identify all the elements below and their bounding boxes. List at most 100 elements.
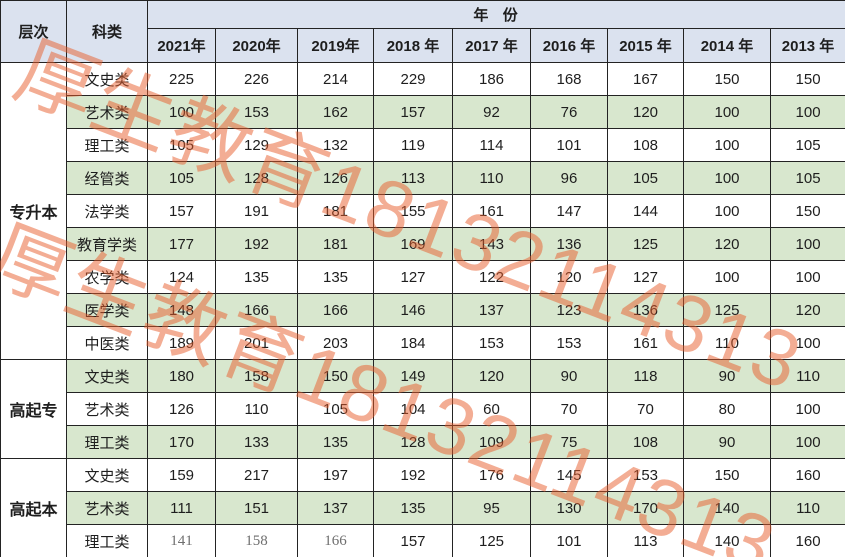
- category-cell: 艺术类: [66, 392, 148, 426]
- score-cell: 125: [683, 293, 771, 327]
- score-cell: 137: [297, 491, 374, 525]
- score-cell: 157: [373, 95, 453, 129]
- level-cell: 高起专: [0, 359, 67, 459]
- score-cell: 135: [297, 425, 374, 459]
- score-cell: 135: [215, 260, 298, 294]
- score-cell: 141: [147, 524, 216, 557]
- score-cell: 114: [452, 128, 531, 162]
- score-cell: 186: [452, 62, 531, 96]
- year-column-header: 2017 年: [452, 28, 531, 63]
- score-cell: 158: [215, 524, 298, 557]
- header-row-top: 层次 科类 年 份: [0, 0, 845, 63]
- score-cell: 100: [683, 95, 771, 129]
- score-cell: 149: [373, 359, 453, 393]
- category-cell: 文史类: [66, 458, 148, 492]
- score-cell: 105: [297, 392, 374, 426]
- score-cell: 148: [147, 293, 216, 327]
- score-cell: 225: [147, 62, 216, 96]
- score-cell: 153: [607, 458, 684, 492]
- score-cell: 96: [530, 161, 608, 195]
- score-cell: 159: [147, 458, 216, 492]
- score-cell: 90: [683, 359, 771, 393]
- score-cell: 90: [530, 359, 608, 393]
- score-cell: 126: [147, 392, 216, 426]
- score-cell: 120: [683, 227, 771, 261]
- score-cell: 184: [373, 326, 453, 360]
- score-cell: 146: [373, 293, 453, 327]
- year-group-header: 年 份: [146, 0, 845, 29]
- table-row: 高起本 文史类 159 217 197 192 176 145 153 150 160: [0, 458, 845, 557]
- year-column-header: 2013 年: [769, 28, 845, 63]
- table-row: 农学类 124 135 135 127 122 120 127 100 100: [1, 260, 845, 294]
- table-row: 艺术类 126 110 105 104 60 70 70 80 100: [1, 392, 845, 426]
- score-cell: 181: [297, 194, 374, 228]
- score-cell: 100: [769, 260, 845, 294]
- score-cell: 150: [769, 62, 845, 96]
- score-cell: 129: [215, 128, 298, 162]
- score-cell: 151: [215, 491, 298, 525]
- score-cell: 170: [607, 491, 684, 525]
- score-cell: 197: [297, 458, 374, 492]
- score-cell: 128: [373, 425, 453, 459]
- table-row: 医学类 148 166 166 146 137 123 136 125 120: [1, 293, 845, 327]
- score-cell: 105: [769, 128, 845, 162]
- score-cell: 214: [297, 62, 374, 96]
- score-cell: 100: [769, 425, 845, 459]
- score-cell: 70: [607, 392, 684, 426]
- score-cell: 110: [215, 392, 298, 426]
- score-cell: 192: [373, 458, 453, 492]
- score-cell: 111: [147, 491, 216, 525]
- score-cell: 189: [147, 326, 216, 360]
- score-cell: 191: [215, 194, 298, 228]
- category-cell: 法学类: [66, 194, 148, 228]
- year-column-header: 2021年: [147, 28, 216, 63]
- score-cell: 105: [769, 161, 845, 195]
- score-cell: 108: [607, 425, 684, 459]
- score-cell: 95: [452, 491, 531, 525]
- score-cell: 100: [769, 95, 845, 129]
- table-row: 理工类 105 129 132 119 114 101 108 100 105: [1, 128, 845, 162]
- table-row: 经管类 105 128 126 113 110 96 105 100 105: [1, 161, 845, 195]
- score-cell: 136: [530, 227, 608, 261]
- score-cell: 127: [373, 260, 453, 294]
- score-cell: 100: [769, 326, 845, 360]
- score-cell: 166: [297, 293, 374, 327]
- score-cell: 167: [607, 62, 684, 96]
- score-cell: 101: [530, 524, 608, 557]
- score-cell: 150: [683, 458, 771, 492]
- score-cell: 143: [452, 227, 531, 261]
- score-cell: 125: [607, 227, 684, 261]
- table-row: 中医类 189 201 203 184 153 153 161 110 100: [1, 326, 845, 360]
- score-cell: 145: [530, 458, 608, 492]
- score-cell: 150: [683, 62, 771, 96]
- score-cell: 123: [530, 293, 608, 327]
- category-cell: 文史类: [66, 62, 148, 96]
- score-cell: 229: [373, 62, 453, 96]
- score-cell: 150: [297, 359, 374, 393]
- score-cell: 140: [683, 491, 771, 525]
- score-cell: 155: [373, 194, 453, 228]
- year-column-header: 2014 年: [683, 28, 771, 63]
- score-cell: 113: [373, 161, 453, 195]
- table-row: 理工类 170 133 135 128 109 75 108 90 100: [1, 425, 845, 459]
- score-cell: 109: [452, 425, 531, 459]
- score-cell: 192: [215, 227, 298, 261]
- category-cell: 经管类: [66, 161, 148, 195]
- score-cell: 119: [373, 128, 453, 162]
- score-cell: 113: [607, 524, 684, 557]
- score-cell: 126: [297, 161, 374, 195]
- score-cell: 135: [297, 260, 374, 294]
- table-body: 专升本 文史类 225 226 214 229 186 168 167 150 150 艺术类 100 1…: [0, 62, 845, 557]
- score-cell: 130: [530, 491, 608, 525]
- year-column-header: 2016 年: [530, 28, 608, 63]
- score-cell: 70: [530, 392, 608, 426]
- score-cell: 161: [607, 326, 684, 360]
- score-cell: 162: [297, 95, 374, 129]
- table-row: 专升本 文史类 225 226 214 229 186 168 167 150 150: [0, 62, 845, 360]
- score-cell: 160: [769, 458, 845, 492]
- score-cell: 100: [683, 194, 771, 228]
- category-cell: 医学类: [66, 293, 148, 327]
- score-cell: 75: [530, 425, 608, 459]
- table-row: 法学类 157 191 181 155 161 147 144 100 150: [1, 194, 845, 228]
